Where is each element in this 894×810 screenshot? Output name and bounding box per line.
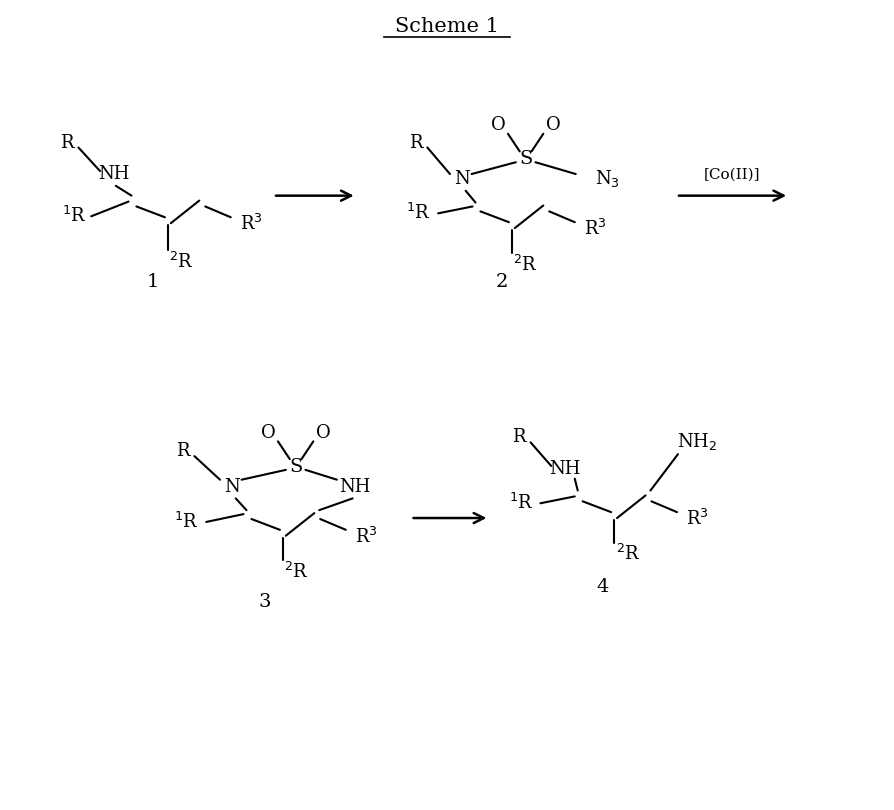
Text: $^2$R: $^2$R (169, 251, 194, 271)
Text: R: R (60, 134, 73, 151)
Text: NH$_2$: NH$_2$ (677, 431, 717, 452)
Text: $^2$R: $^2$R (513, 254, 537, 275)
Text: $^2$R: $^2$R (284, 562, 308, 582)
Text: R$^3$: R$^3$ (686, 509, 708, 529)
Text: R: R (409, 134, 422, 151)
Text: 4: 4 (595, 578, 608, 596)
Text: R: R (176, 442, 190, 460)
Text: R: R (511, 428, 525, 446)
Text: $^1$R: $^1$R (62, 207, 87, 226)
Text: N: N (224, 478, 240, 496)
Text: 1: 1 (147, 273, 159, 291)
Text: NH: NH (549, 460, 580, 478)
Text: S: S (519, 151, 532, 168)
Text: $^2$R: $^2$R (615, 544, 639, 565)
Text: O: O (316, 424, 330, 441)
Text: 2: 2 (495, 273, 508, 291)
Text: R$^3$: R$^3$ (240, 214, 263, 234)
Text: O: O (490, 116, 505, 134)
Text: O: O (260, 424, 275, 441)
Text: R$^3$: R$^3$ (584, 219, 606, 239)
Text: O: O (545, 116, 560, 134)
Text: [Co(II)]: [Co(II)] (703, 168, 759, 182)
Text: NH: NH (98, 165, 130, 183)
Text: 3: 3 (258, 593, 271, 611)
Text: $^1$R: $^1$R (174, 512, 198, 532)
Text: R$^3$: R$^3$ (355, 526, 377, 547)
Text: N: N (453, 170, 469, 188)
Text: S: S (289, 458, 302, 476)
Text: N$_3$: N$_3$ (595, 168, 619, 190)
Text: Scheme 1: Scheme 1 (394, 17, 499, 36)
Text: NH: NH (339, 478, 370, 496)
Text: $^1$R: $^1$R (509, 493, 534, 514)
Text: $^1$R: $^1$R (406, 203, 430, 224)
